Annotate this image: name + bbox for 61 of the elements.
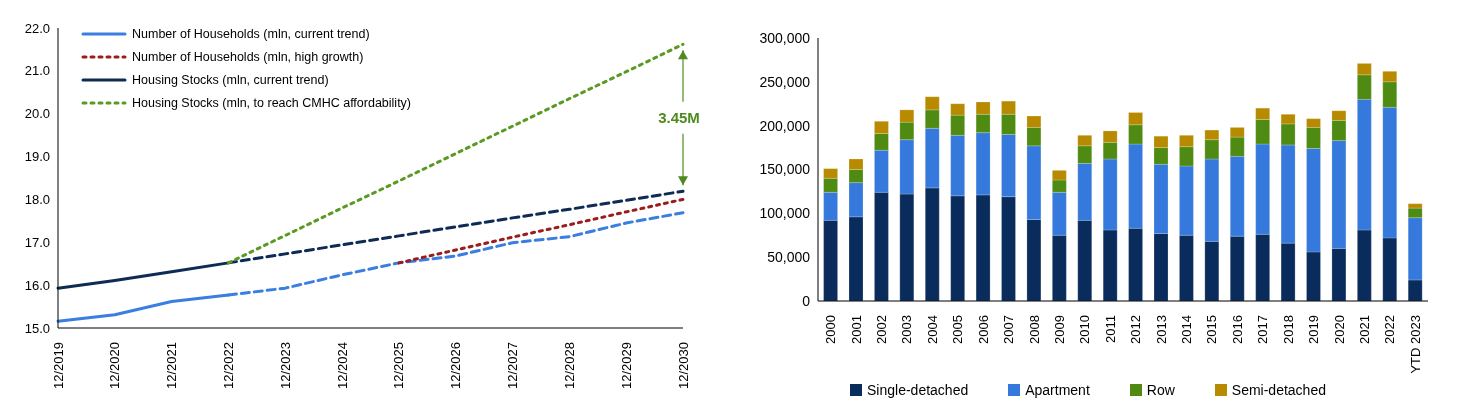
x-tick-label: 2006 <box>975 315 991 344</box>
x-tick-label: 12/2029 <box>618 342 634 389</box>
x-tick-label: 2004 <box>924 315 940 344</box>
x-tick-label: YTD 2023 <box>1407 315 1423 374</box>
x-tick-label: 2021 <box>1356 315 1372 344</box>
y-tick-label: 250,000 <box>759 73 811 90</box>
x-tick-label: 2012 <box>1128 315 1144 344</box>
x-tick-label: 12/2023 <box>277 342 293 389</box>
y-tick-label: 0 <box>802 292 811 309</box>
legend-label: Row <box>1146 382 1175 398</box>
x-tick-label: 12/2021 <box>164 342 180 389</box>
x-tick-label: 2003 <box>899 315 915 344</box>
x-tick-label: 12/2020 <box>107 342 123 389</box>
y-tick-label: 200,000 <box>759 117 811 134</box>
legend-label: Single-detached <box>867 382 969 398</box>
x-tick-label: 12/2027 <box>505 342 521 389</box>
x-tick-label: 12/2024 <box>334 342 350 389</box>
x-tick-label: 2007 <box>1001 315 1017 344</box>
y-tick-label: 22.0 <box>24 20 50 36</box>
x-tick-label: 2000 <box>823 315 839 344</box>
annotation: 3.45M <box>658 109 700 127</box>
x-tick-label: 2020 <box>1331 315 1347 344</box>
legend-label: Housing Stocks (mln, current trend) <box>132 72 329 87</box>
y-tick-label: 17.0 <box>24 234 50 250</box>
legend-label: Number of Households (mln, current trend) <box>132 26 370 41</box>
legend-label: Number of Households (mln, high growth) <box>132 49 364 64</box>
x-tick-label: 2011 <box>1102 315 1118 343</box>
y-tick-label: 21.0 <box>24 63 50 79</box>
x-tick-label: 2014 <box>1179 315 1195 344</box>
x-tick-label: 2009 <box>1051 315 1067 344</box>
y-tick-label: 18.0 <box>24 192 50 208</box>
x-tick-label: 2013 <box>1153 315 1169 344</box>
y-tick-label: 20.0 <box>24 106 50 122</box>
x-tick-label: 2005 <box>950 315 966 344</box>
x-tick-label: 2016 <box>1229 315 1245 344</box>
x-tick-label: 12/2026 <box>448 342 464 389</box>
y-tick-label: 19.0 <box>24 149 50 165</box>
y-tick-label: 100,000 <box>759 205 811 222</box>
legend-label: Housing Stocks (mln, to reach CMHC affordability) <box>132 95 412 110</box>
legend-label: Semi-detached <box>1231 382 1326 398</box>
y-tick-label: 15.0 <box>24 320 50 336</box>
x-tick-label: 2017 <box>1255 315 1271 344</box>
x-tick-label: 2019 <box>1306 315 1322 344</box>
x-tick-label: 2018 <box>1280 315 1296 344</box>
x-tick-label: 2015 <box>1204 315 1220 344</box>
y-tick-label: 16.0 <box>24 277 50 293</box>
x-tick-label: 2022 <box>1382 315 1398 344</box>
x-tick-label: 2010 <box>1077 315 1093 344</box>
y-tick-label: 50,000 <box>767 249 811 266</box>
x-tick-label: 12/2028 <box>561 342 577 389</box>
legend-label: Apartment <box>1025 382 1090 398</box>
y-tick-label: 150,000 <box>759 161 811 178</box>
x-tick-label: 2001 <box>848 315 864 344</box>
y-tick-label: 300,000 <box>759 29 811 46</box>
x-tick-label: 12/2030 <box>675 342 691 389</box>
x-tick-label: 2002 <box>874 315 890 344</box>
line-series <box>397 197 685 265</box>
x-tick-label: 12/2022 <box>220 342 236 389</box>
x-tick-label: 2008 <box>1026 315 1042 344</box>
x-tick-label: 12/2025 <box>391 342 407 389</box>
x-tick-label: 12/2019 <box>50 342 66 389</box>
